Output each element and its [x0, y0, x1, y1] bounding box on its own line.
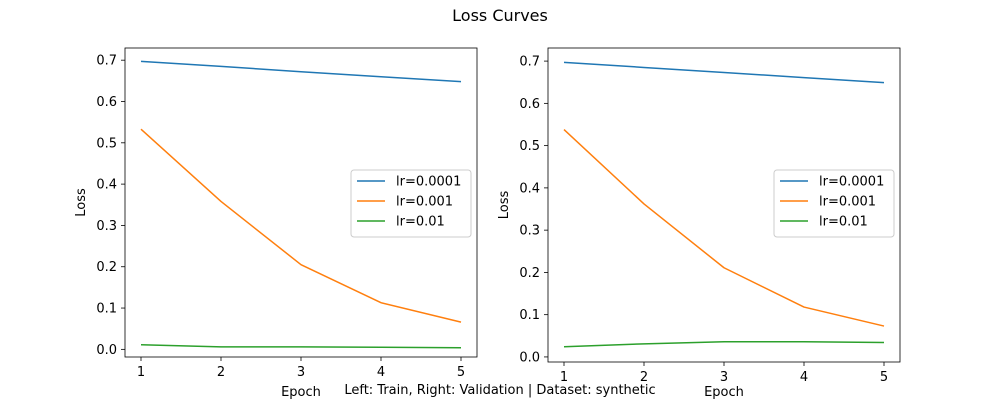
- subplot-1: 1 2 3 4 5 0.0 0.1 0.2 0.3 0.4 0.5 0.6 0.7 Epoch Loss lr…: [74, 47, 478, 400]
- legend: lr=0.0001 lr=0.001 lr=0.01: [773, 169, 895, 238]
- figure-title: Loss Curves: [452, 6, 548, 25]
- y-tick-label: 0.4: [96, 178, 117, 193]
- y-tick-label: 0.2: [96, 260, 117, 275]
- series-line-lr-0-01: [563, 340, 885, 348]
- x-tick-label: 1: [137, 365, 145, 380]
- legend-entry: lr=0.0001: [819, 175, 884, 190]
- y-tick-label: 0.5: [519, 139, 540, 154]
- x-axis-label: Epoch: [704, 385, 744, 400]
- x-tick-label: 3: [720, 370, 728, 385]
- y-tick-label: 0.6: [96, 95, 117, 110]
- figure-caption: Left: Train, Right: Validation | Dataset…: [344, 383, 656, 398]
- x-tick-label: 4: [377, 365, 385, 380]
- y-tick-label: 0.2: [519, 266, 540, 281]
- legend: lr=0.0001 lr=0.001 lr=0.01: [350, 169, 472, 238]
- legend-entry: lr=0.0001: [396, 175, 461, 190]
- y-tick-label: 0.1: [96, 302, 117, 317]
- x-tick-label: 5: [457, 365, 465, 380]
- y-tick-label: 0.7: [519, 55, 540, 70]
- series-line-lr-0-0001: [563, 61, 885, 84]
- y-tick-label: 0.3: [96, 219, 117, 234]
- y-tick-label: 0.6: [519, 97, 540, 112]
- y-tick-label: 0.1: [519, 308, 540, 323]
- y-tick-label: 0.3: [519, 224, 540, 239]
- y-tick-label: 0.5: [96, 136, 117, 151]
- series-line-lr-0-01: [140, 344, 462, 349]
- y-tick-label: 0.4: [519, 181, 540, 196]
- legend-entry: lr=0.001: [819, 195, 876, 210]
- y-tick-label: 0.7: [96, 54, 117, 69]
- legend-entry: lr=0.01: [819, 215, 868, 230]
- y-axis-label: Loss: [74, 188, 89, 217]
- x-tick-label: 4: [800, 370, 808, 385]
- x-tick-label: 5: [880, 370, 888, 385]
- legend-entry: lr=0.01: [396, 215, 445, 230]
- y-tick-label: 0.0: [519, 350, 540, 365]
- x-tick-label: 1: [560, 370, 568, 385]
- series-line-lr-0-0001: [140, 60, 462, 83]
- y-axis-label: Loss: [497, 191, 512, 220]
- series-line-lr-0-001: [140, 128, 462, 323]
- series-line-lr-0-001: [563, 129, 885, 327]
- x-axis-label: Epoch: [281, 385, 321, 400]
- x-tick-label: 2: [640, 370, 648, 385]
- x-tick-label: 2: [217, 365, 225, 380]
- subplot-2: 1 2 3 4 5 0.0 0.1 0.2 0.3 0.4 0.5 0.6 0.7 Epoch Loss lr…: [497, 47, 901, 400]
- legend-entry: lr=0.001: [396, 195, 453, 210]
- y-tick-label: 0.0: [96, 343, 117, 358]
- x-tick-label: 3: [297, 365, 305, 380]
